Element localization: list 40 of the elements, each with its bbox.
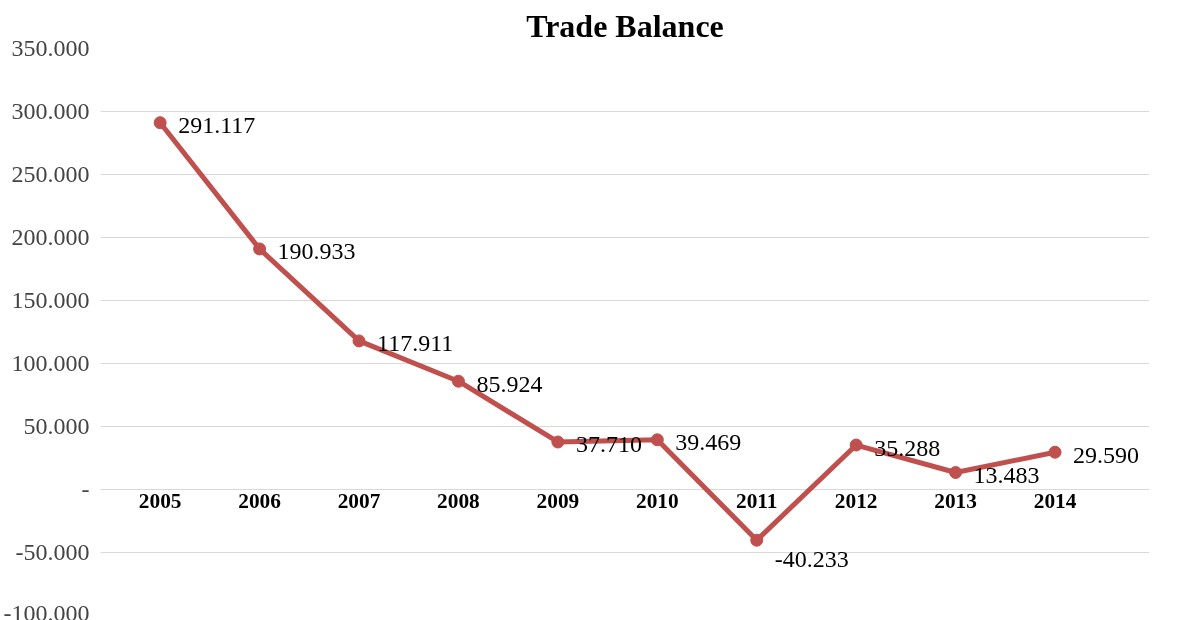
y-tick-label: 100.000 [11,350,90,376]
x-tick-label: 2005 [138,488,182,513]
y-tick-label: -100.000 [3,599,90,620]
data-label: 13.483 [973,462,1040,489]
data-label: 291.117 [178,112,256,139]
point [352,334,366,348]
point [750,533,764,547]
chart-title: Trade Balance [526,7,724,44]
x-tick-label: 2006 [238,488,282,513]
y-tick-label: -50.000 [15,539,90,565]
y-tick-label: 150.000 [11,287,90,313]
x-tick-label: 2011 [736,488,778,513]
point [1048,445,1062,459]
y-tick-label: 200.000 [11,224,90,250]
data-label: -40.233 [774,546,849,573]
y-tick-label: 300.000 [11,98,90,124]
point [451,374,465,388]
y-tick-label: 50.000 [23,413,90,439]
x-tick-label: 2007 [337,488,381,513]
data-label: 85.924 [476,370,543,397]
x-tick-label: 2012 [834,488,878,513]
point [253,242,267,256]
y-tick-label: 250.000 [11,161,90,187]
data-label: 190.933 [277,238,356,265]
x-tick-label: 2009 [536,488,580,513]
x-tick-label: 2008 [437,488,480,513]
data-label: 117.911 [377,330,454,357]
y-tick-label: - [81,476,90,502]
point [949,466,963,479]
data-label: 29.590 [1073,441,1140,468]
x-tick-label: 2010 [635,488,679,513]
point [650,433,664,447]
data-label: 35.288 [874,434,941,461]
data-label: 39.469 [675,429,742,456]
x-tick-label: 2014 [1033,488,1077,513]
x-tick-label: 2013 [934,488,977,513]
point [551,435,565,449]
point [153,116,167,130]
y-tick-label: 350.000 [11,35,90,61]
point [849,438,863,452]
